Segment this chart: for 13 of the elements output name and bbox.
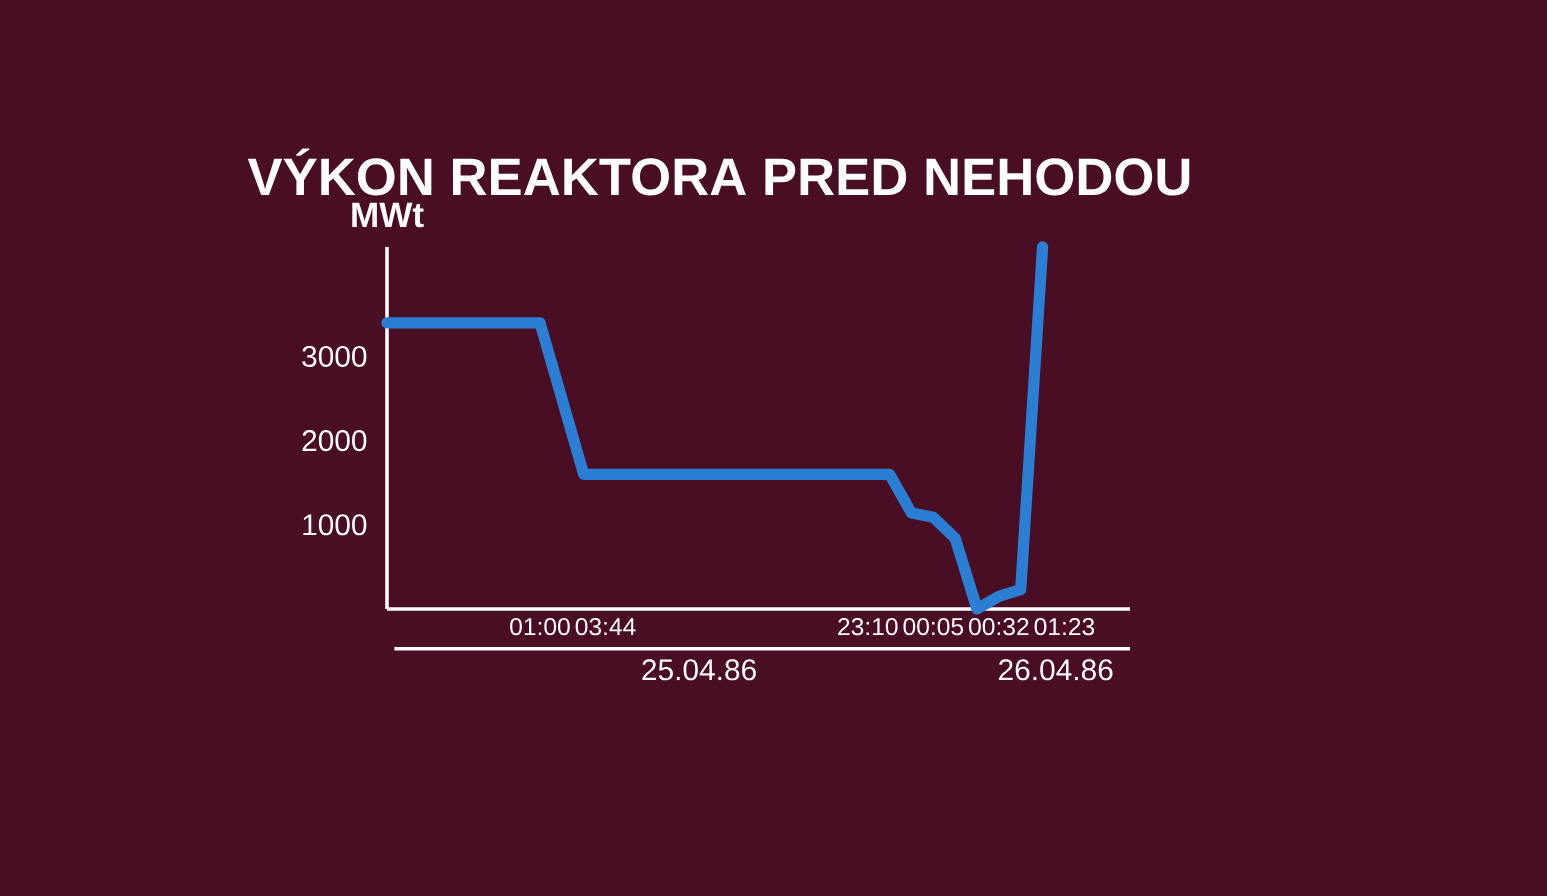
y-tick-label: 1000 [303, 514, 367, 536]
x-tick-label: 03:44 [575, 617, 636, 636]
y-axis-title: MWt [352, 202, 424, 228]
y-tick-label: 2000 [302, 430, 367, 452]
x-tick-label: 01:23 [1034, 617, 1095, 636]
x-tick-label: 01:00 [510, 617, 570, 636]
text: 25.04.86 [642, 659, 756, 681]
chart-title: VÝKON REAKTORA PRED NEHODOU [247, 148, 1190, 196]
y-tick-label: 3000 [302, 345, 367, 367]
x-tick-label: 00:32 [969, 617, 1029, 636]
text: 26.04.86 [999, 659, 1113, 681]
x-tick-label: 23:10 [838, 617, 898, 636]
x-tick-label: 00:05 [903, 617, 964, 636]
